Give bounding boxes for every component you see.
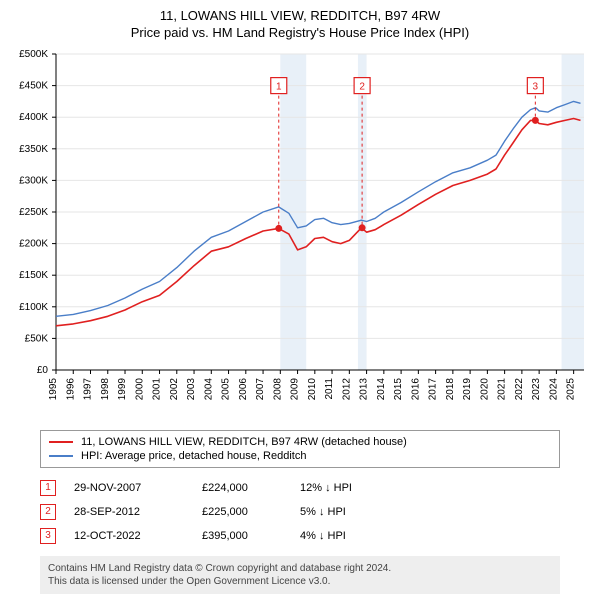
svg-text:2016: 2016 [410,378,421,401]
svg-text:1996: 1996 [65,378,76,401]
svg-text:2015: 2015 [393,378,404,401]
svg-text:3: 3 [533,82,539,93]
legend: 11, LOWANS HILL VIEW, REDDITCH, B97 4RW … [40,430,560,468]
svg-text:1997: 1997 [83,378,94,401]
footer-note: Contains HM Land Registry data © Crown c… [40,556,560,594]
svg-text:2025: 2025 [566,378,577,401]
legend-label: 11, LOWANS HILL VIEW, REDDITCH, B97 4RW … [81,436,407,448]
svg-text:1995: 1995 [48,378,59,401]
legend-item: HPI: Average price, detached house, Redd… [49,449,551,463]
transaction-row: 1 29-NOV-2007 £224,000 12% ↓ HPI [40,476,560,500]
svg-text:2002: 2002 [169,378,180,401]
svg-text:2006: 2006 [238,378,249,401]
transaction-badge: 3 [40,528,56,544]
svg-text:£150K: £150K [19,270,48,281]
title-line2: Price paid vs. HM Land Registry's House … [0,25,600,40]
legend-item: 11, LOWANS HILL VIEW, REDDITCH, B97 4RW … [49,435,551,449]
svg-text:£250K: £250K [19,207,48,218]
svg-text:2019: 2019 [462,378,473,401]
footer-line1: Contains HM Land Registry data © Crown c… [48,562,552,575]
transaction-price: £395,000 [202,530,282,542]
chart-container: 11, LOWANS HILL VIEW, REDDITCH, B97 4RW … [0,0,600,594]
svg-text:2005: 2005 [221,378,232,401]
svg-text:£400K: £400K [19,112,48,123]
svg-text:2024: 2024 [548,378,559,401]
svg-text:2004: 2004 [203,378,214,401]
svg-text:2017: 2017 [428,378,439,401]
transaction-date: 28-SEP-2012 [74,506,184,518]
svg-text:2023: 2023 [531,378,542,401]
svg-text:2: 2 [359,82,365,93]
title-line1: 11, LOWANS HILL VIEW, REDDITCH, B97 4RW [0,8,600,23]
svg-text:2007: 2007 [255,378,266,401]
transaction-row: 3 12-OCT-2022 £395,000 4% ↓ HPI [40,524,560,548]
legend-swatch [49,455,73,457]
svg-text:£300K: £300K [19,175,48,186]
svg-text:2013: 2013 [359,378,370,401]
svg-text:£500K: £500K [19,49,48,60]
svg-text:2014: 2014 [376,378,387,401]
transaction-delta: 5% ↓ HPI [300,506,410,518]
chart-area: £0 £50K £100K £150K £200K £250K £300K £350K £400… [0,44,600,424]
legend-swatch [49,441,73,443]
transaction-row: 2 28-SEP-2012 £225,000 5% ↓ HPI [40,500,560,524]
transaction-price: £224,000 [202,482,282,494]
transaction-price: £225,000 [202,506,282,518]
svg-text:2018: 2018 [445,378,456,401]
svg-text:2020: 2020 [479,378,490,401]
svg-text:£200K: £200K [19,239,48,250]
transaction-badge: 2 [40,504,56,520]
transaction-delta: 12% ↓ HPI [300,482,410,494]
line-chart: £0 £50K £100K £150K £200K £250K £300K £350K £400… [0,44,600,424]
legend-label: HPI: Average price, detached house, Redd… [81,450,306,462]
svg-text:2001: 2001 [152,378,163,401]
transaction-badge: 1 [40,480,56,496]
svg-text:2009: 2009 [290,378,301,401]
svg-text:2010: 2010 [307,378,318,401]
transaction-date: 29-NOV-2007 [74,482,184,494]
svg-text:£100K: £100K [19,302,48,313]
svg-text:1: 1 [276,82,282,93]
svg-text:1998: 1998 [100,378,111,401]
svg-text:2022: 2022 [514,378,525,401]
svg-text:2000: 2000 [134,378,145,401]
svg-text:£350K: £350K [19,144,48,155]
svg-text:£50K: £50K [25,333,49,344]
transaction-delta: 4% ↓ HPI [300,530,410,542]
title-block: 11, LOWANS HILL VIEW, REDDITCH, B97 4RW … [0,0,600,44]
svg-text:2003: 2003 [186,378,197,401]
svg-text:2021: 2021 [497,378,508,401]
svg-text:2012: 2012 [341,378,352,401]
footer-line2: This data is licensed under the Open Gov… [48,575,552,588]
svg-text:1999: 1999 [117,378,128,401]
svg-text:£0: £0 [37,365,49,376]
svg-text:£450K: £450K [19,81,48,92]
svg-text:2011: 2011 [324,378,335,400]
transaction-date: 12-OCT-2022 [74,530,184,542]
svg-text:2008: 2008 [272,378,283,401]
transactions-table: 1 29-NOV-2007 £224,000 12% ↓ HPI 2 28-SEP-201… [40,476,560,548]
